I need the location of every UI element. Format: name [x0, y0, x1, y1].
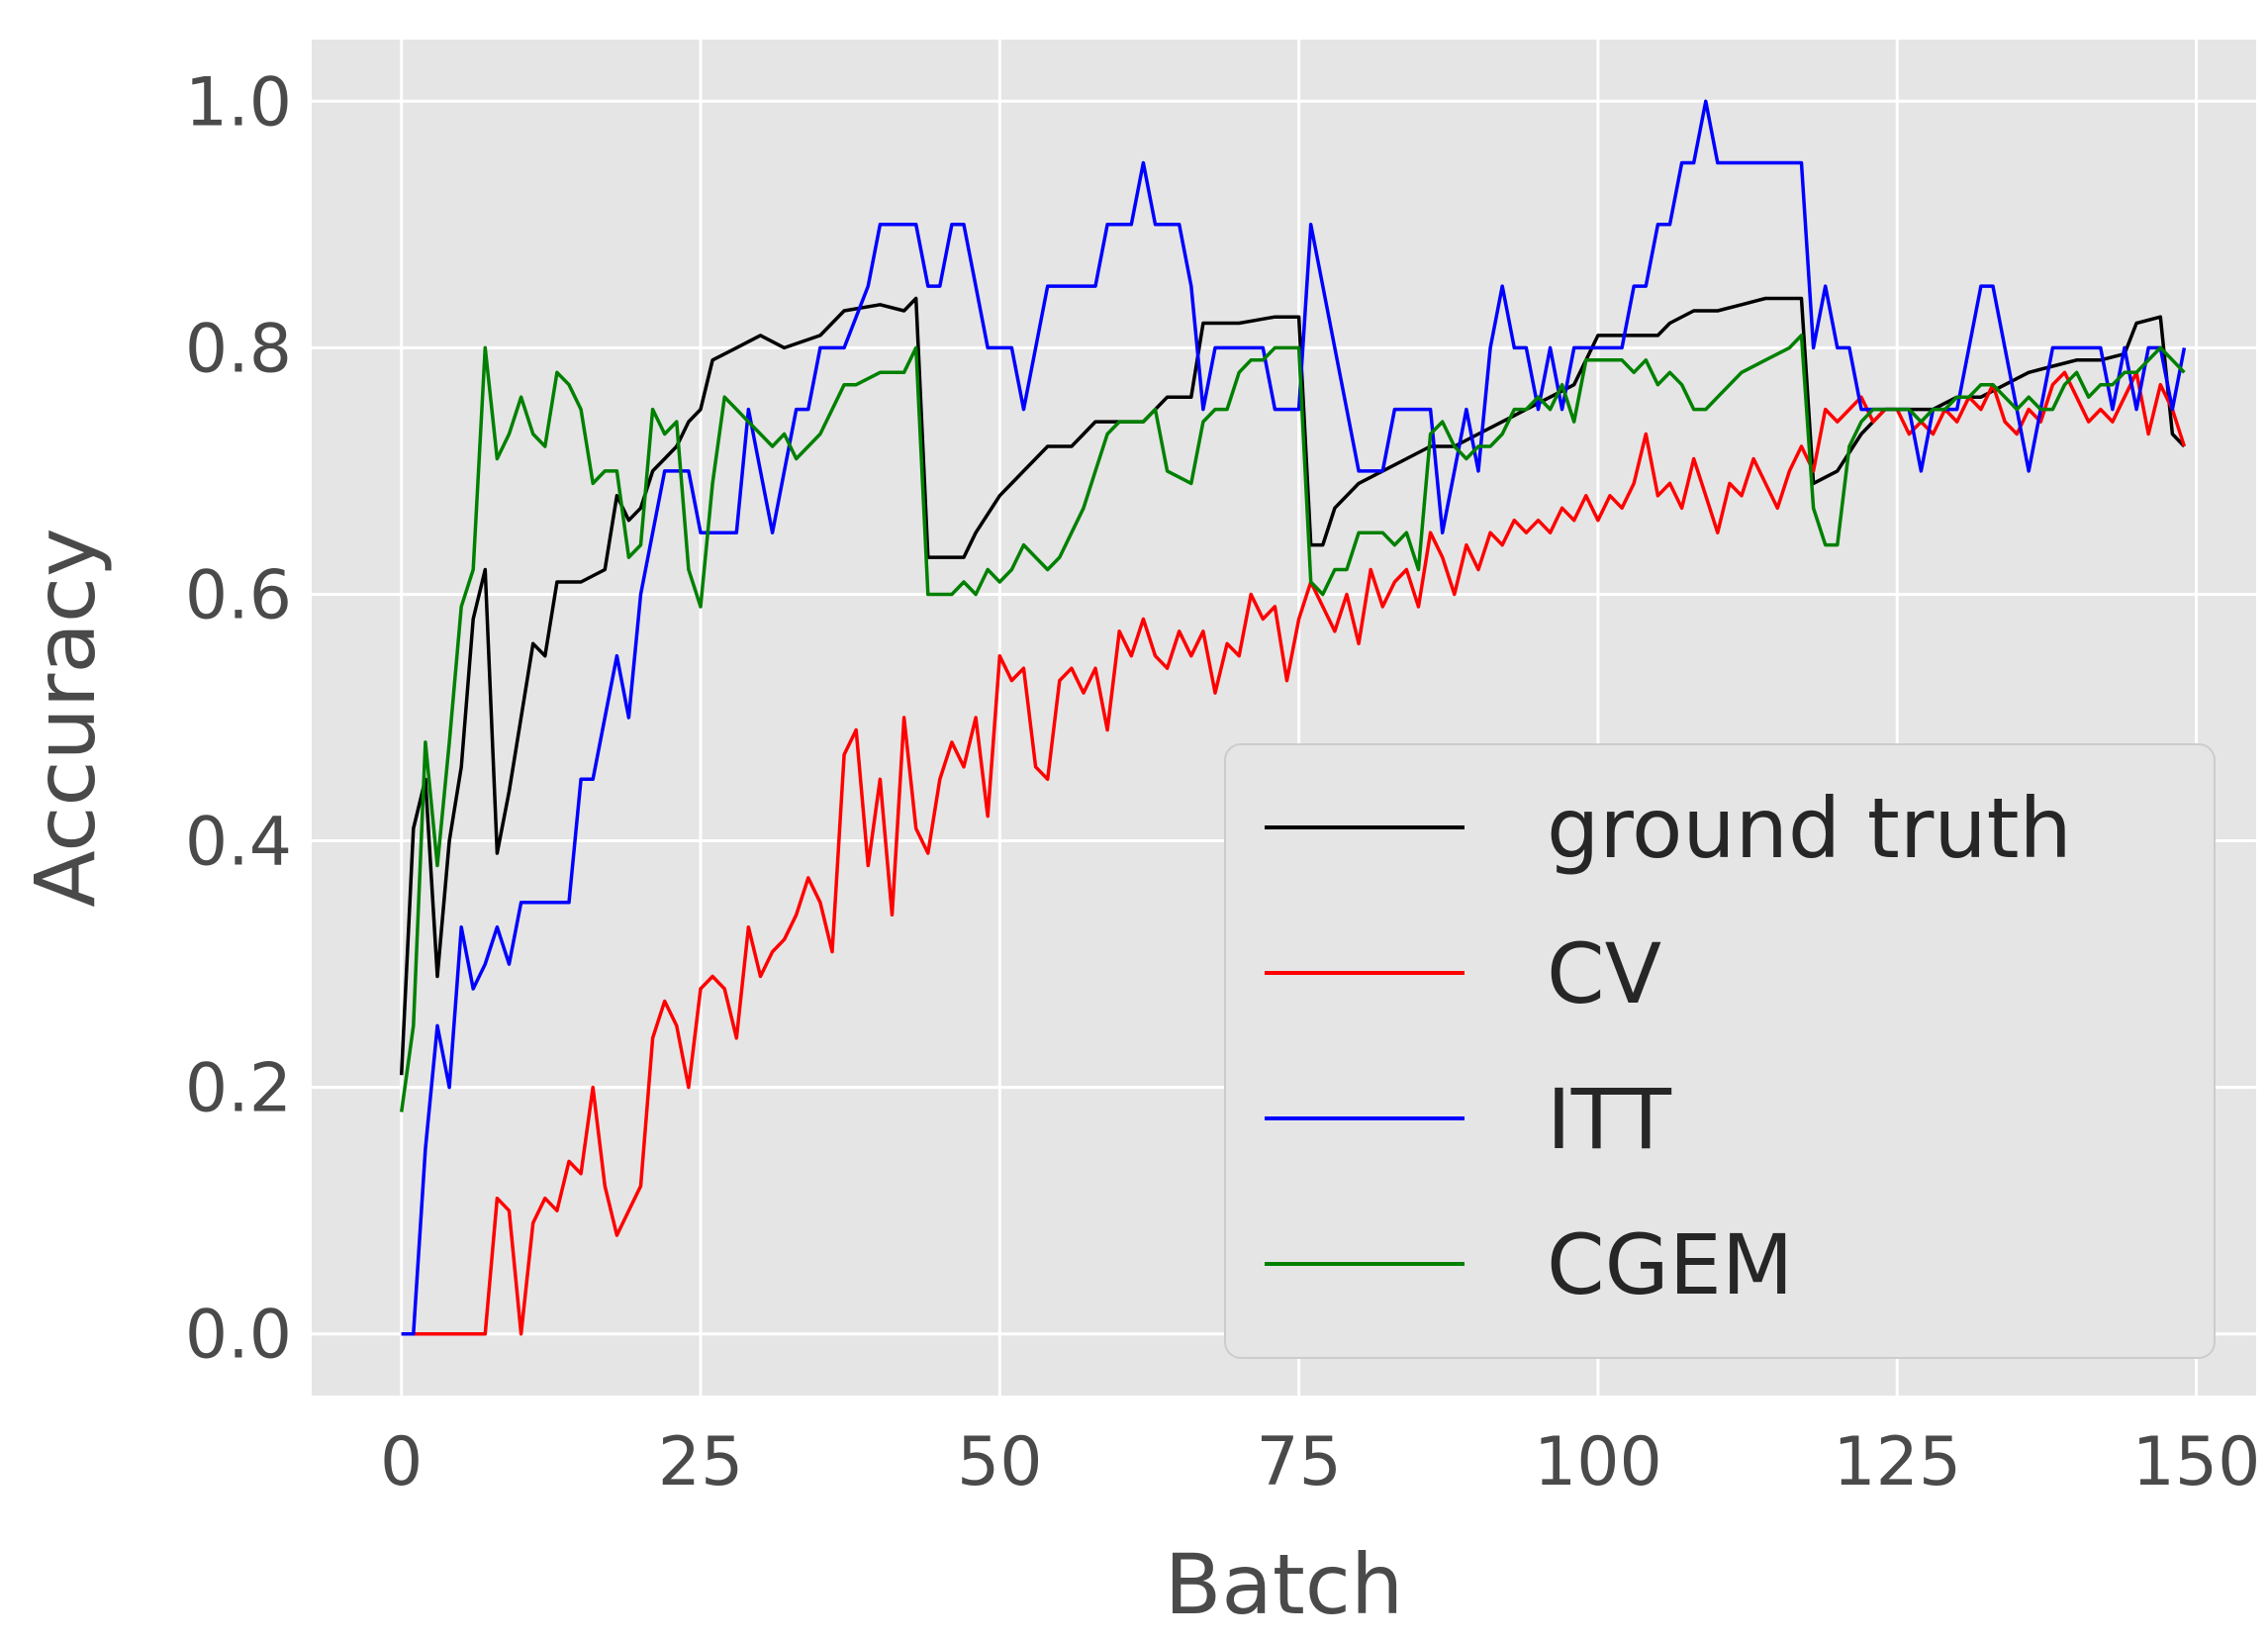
y-tick-label: 0.4: [185, 804, 292, 882]
series-line-1: [401, 370, 2187, 1336]
y-axis-label: Accuracy: [17, 528, 114, 908]
series-line-0: [399, 296, 2186, 1076]
legend-label: CV: [1547, 925, 1661, 1022]
x-tick-label: 25: [658, 1423, 744, 1501]
y-tick-label: 0.6: [185, 556, 292, 634]
x-tick-label: 50: [957, 1423, 1043, 1501]
x-tick-label: 0: [380, 1423, 423, 1501]
x-tick-label: 125: [1833, 1423, 1961, 1501]
tick-labels: 0 25 50 75 100 125 150 0.0 0.2 0.4 0.6 0.8 1.0: [185, 63, 2261, 1501]
x-tick-label: 100: [1534, 1423, 1662, 1501]
legend: ground truth CV ITT CGEM: [1224, 743, 2216, 1359]
legend-label: CGEM: [1547, 1216, 1793, 1313]
series-lines: [399, 99, 2187, 1336]
y-tick-label: 1.0: [185, 63, 292, 142]
y-tick-label: 0.2: [185, 1050, 292, 1128]
y-tick-label: 0.8: [185, 310, 292, 388]
x-axis-label: Batch: [1165, 1536, 1403, 1633]
legend-label: ITT: [1547, 1071, 1672, 1168]
x-tick-label: 150: [2132, 1423, 2261, 1501]
legend-label: ground truth: [1547, 780, 2072, 877]
x-tick-label: 75: [1256, 1423, 1342, 1501]
legend-box: [1224, 743, 2216, 1359]
y-tick-label: 0.0: [185, 1297, 292, 1375]
series-line-3: [399, 334, 2186, 1112]
